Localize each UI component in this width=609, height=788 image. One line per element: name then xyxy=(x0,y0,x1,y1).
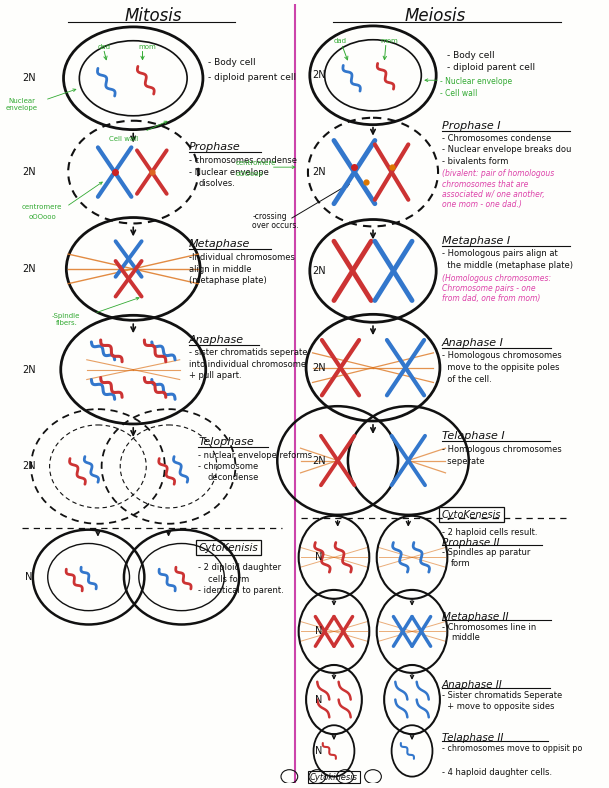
Text: 2N: 2N xyxy=(312,455,326,466)
Text: 2N: 2N xyxy=(23,264,36,274)
Text: oOOooo: oOOooo xyxy=(28,214,56,220)
Text: Anaphase: Anaphase xyxy=(189,335,244,345)
Text: decondense: decondense xyxy=(208,474,259,482)
Text: Cell wall: Cell wall xyxy=(109,136,139,142)
Text: Cytokinesis: Cytokinesis xyxy=(310,773,358,782)
Text: Anaphase II: Anaphase II xyxy=(442,680,502,690)
Text: -Individual chromosomes: -Individual chromosomes xyxy=(189,253,295,262)
Text: Meiosis: Meiosis xyxy=(404,7,466,25)
Text: move to the oppisite poles: move to the oppisite poles xyxy=(442,362,559,372)
Text: - identical to parent.: - identical to parent. xyxy=(199,586,284,595)
Text: Telaphase I: Telaphase I xyxy=(442,431,504,440)
Text: CytoKenesis: CytoKenesis xyxy=(442,510,501,520)
Text: - 2 diploid daughter: - 2 diploid daughter xyxy=(199,563,281,572)
Text: Telaphase II: Telaphase II xyxy=(442,733,503,743)
Text: associated w/ one another,: associated w/ one another, xyxy=(442,190,544,199)
Text: Metaphase I: Metaphase I xyxy=(442,236,510,247)
Text: - chromosome: - chromosome xyxy=(199,463,259,471)
Text: chromosomes that are: chromosomes that are xyxy=(442,180,528,189)
Text: - Chromosomes condense: - Chromosomes condense xyxy=(442,133,551,143)
Text: Mitosis: Mitosis xyxy=(125,7,183,25)
Text: - Sister chromatids Seperate: - Sister chromatids Seperate xyxy=(442,690,562,700)
Text: seperate: seperate xyxy=(442,456,484,466)
Text: mom: mom xyxy=(381,38,398,44)
Text: -Spindle
fibers.: -Spindle fibers. xyxy=(52,314,80,326)
Text: Metaphase: Metaphase xyxy=(189,240,250,249)
Text: N: N xyxy=(315,626,323,637)
Text: - Body cell: - Body cell xyxy=(448,50,495,60)
Text: 2N: 2N xyxy=(23,365,36,374)
Text: one mom - one dad.): one mom - one dad.) xyxy=(442,199,522,209)
Text: N: N xyxy=(315,552,323,563)
Text: CytoKenisis: CytoKenisis xyxy=(199,542,258,552)
Text: Prophase I: Prophase I xyxy=(442,121,500,131)
Text: cells form: cells form xyxy=(208,575,249,584)
Text: (bivalent: pair of homologous: (bivalent: pair of homologous xyxy=(442,169,554,178)
Text: 2N: 2N xyxy=(312,167,326,177)
Text: Chromosome pairs - one: Chromosome pairs - one xyxy=(442,284,535,292)
Text: - Body cell: - Body cell xyxy=(208,58,255,68)
Text: middle: middle xyxy=(451,634,480,642)
Text: - chromosomes move to oppisit po: - chromosomes move to oppisit po xyxy=(442,744,582,753)
Text: 2N: 2N xyxy=(23,462,36,471)
Text: - 2 haploid cells result.: - 2 haploid cells result. xyxy=(442,528,537,537)
Text: 2N: 2N xyxy=(312,362,326,373)
Text: - Nuclear envelope: - Nuclear envelope xyxy=(440,77,512,86)
Text: N: N xyxy=(315,746,323,756)
Text: Nuclear
envelope: Nuclear envelope xyxy=(5,98,38,111)
Text: oOOooo: oOOooo xyxy=(236,171,263,177)
Text: - bivalents form: - bivalents form xyxy=(442,158,508,166)
Text: of the cell.: of the cell. xyxy=(442,374,491,384)
Text: - Spindles ap paratur: - Spindles ap paratur xyxy=(442,548,530,557)
Text: mom: mom xyxy=(138,43,156,50)
Text: centromere: centromere xyxy=(236,160,276,166)
Text: - Cell wall: - Cell wall xyxy=(440,89,477,98)
Text: - diploid parent cell: - diploid parent cell xyxy=(448,63,535,72)
Text: - nuclear envelope reforms: - nuclear envelope reforms xyxy=(199,451,312,459)
Text: N: N xyxy=(26,572,33,582)
Text: - sister chromatids seperate: - sister chromatids seperate xyxy=(189,348,308,357)
Text: - Nuclear envelope breaks dou: - Nuclear envelope breaks dou xyxy=(442,146,571,154)
Text: -crossing: -crossing xyxy=(252,212,287,221)
Text: N: N xyxy=(315,694,323,704)
Text: Metaphase II: Metaphase II xyxy=(442,611,509,622)
Text: form: form xyxy=(451,559,471,568)
Text: into individual chromosome: into individual chromosome xyxy=(189,360,306,369)
Text: 2N: 2N xyxy=(312,70,326,80)
Text: dad: dad xyxy=(334,38,347,44)
Text: - Homologous chromosomes: - Homologous chromosomes xyxy=(442,444,561,454)
Text: + move to opposite sides: + move to opposite sides xyxy=(442,701,554,711)
Text: 2N: 2N xyxy=(23,167,36,177)
Text: 2N: 2N xyxy=(23,73,36,84)
Text: - chromosomes condense: - chromosomes condense xyxy=(189,156,297,165)
Text: align in middle: align in middle xyxy=(189,265,252,274)
Text: + pull apart.: + pull apart. xyxy=(189,370,242,380)
Text: - Chromosomes line in: - Chromosomes line in xyxy=(442,623,536,631)
Text: - Nuclear envelope: - Nuclear envelope xyxy=(189,168,269,177)
Text: 2N: 2N xyxy=(312,266,326,276)
Text: Prophase: Prophase xyxy=(189,143,241,152)
Text: Telophase: Telophase xyxy=(199,437,254,447)
Text: the middle (metaphase plate): the middle (metaphase plate) xyxy=(442,261,573,270)
Text: - diploid parent cell: - diploid parent cell xyxy=(208,73,296,82)
Text: from dad, one from mom): from dad, one from mom) xyxy=(442,294,540,303)
Text: Anaphase I: Anaphase I xyxy=(442,338,504,348)
Text: (metaphase plate): (metaphase plate) xyxy=(189,276,267,284)
Text: over occurs.: over occurs. xyxy=(252,221,299,230)
Text: - Homologous chromosomes: - Homologous chromosomes xyxy=(442,351,561,360)
Text: disolves.: disolves. xyxy=(199,179,235,188)
Text: dad: dad xyxy=(98,43,111,50)
Text: centromere: centromere xyxy=(22,203,62,210)
Text: - 4 haploid daughter cells.: - 4 haploid daughter cells. xyxy=(442,768,552,777)
Text: - Homologous pairs align at: - Homologous pairs align at xyxy=(442,249,557,258)
Text: Prophase II: Prophase II xyxy=(442,537,499,548)
Text: (Homologous chromosomes:: (Homologous chromosomes: xyxy=(442,273,551,283)
